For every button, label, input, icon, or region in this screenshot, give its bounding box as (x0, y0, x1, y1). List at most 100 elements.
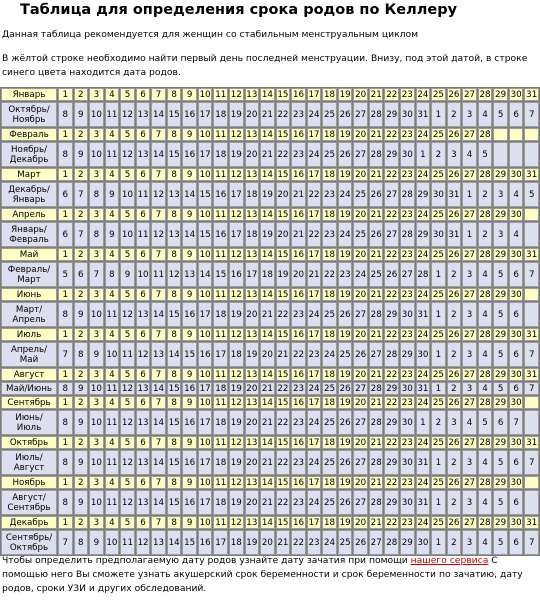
day-cell: 17 (306, 476, 322, 489)
day-cell: 16 (291, 168, 306, 181)
due-date-cell: 19 (244, 342, 260, 367)
day-cell: 31 (524, 168, 539, 181)
day-cell: 22 (384, 208, 400, 221)
due-date-cell: 6 (508, 382, 524, 395)
day-cell: 14 (260, 396, 275, 409)
day-cell: 28 (477, 288, 493, 301)
due-date-cell: 1 (462, 182, 477, 207)
day-cell: 24 (415, 368, 431, 381)
menstruation-row: Февраль 1 2 3 4 5 6 7 8 9 10 11 12 13 14 15 16 17 18 19 20 21… (1, 128, 539, 141)
day-cell: 30 (508, 476, 524, 489)
day-cell: 9 (182, 396, 197, 409)
due-date-cell: 27 (353, 382, 368, 395)
day-cell: 3 (89, 208, 104, 221)
due-date-cell: 19 (229, 142, 244, 167)
due-date-cell: 13 (151, 342, 166, 367)
day-cell: 21 (368, 128, 384, 141)
due-date-cell: 13 (135, 382, 151, 395)
day-cell: 28 (477, 436, 493, 449)
due-months-label-line: Август (13, 462, 45, 473)
due-date-cell: 19 (244, 530, 260, 555)
due-date-cell: 9 (104, 222, 120, 247)
due-date-cell: 11 (104, 382, 120, 395)
day-cell: 23 (400, 368, 415, 381)
due-date-cell: 2 (446, 530, 462, 555)
day-cell: 14 (260, 328, 275, 341)
day-cell: 30 (508, 168, 524, 181)
due-date-cell: 26 (384, 262, 400, 287)
due-date-cell: 8 (73, 342, 89, 367)
due-date-cell: 22 (275, 142, 291, 167)
due-date-cell: 27 (384, 222, 400, 247)
menstruation-row: Январь 1 2 3 4 5 6 7 8 9 10 11 12 13 14 15 16 17 18 19 20 21 2… (1, 88, 539, 101)
day-cell: 23 (400, 168, 415, 181)
due-months-label: Март/Апрель (1, 302, 57, 327)
day-cell: 26 (446, 208, 462, 221)
due-months-label-line: Октябрь/ (8, 104, 50, 115)
day-cell: 15 (275, 208, 291, 221)
due-date-cell: 16 (182, 410, 197, 435)
due-months-label-line: Февраль (9, 234, 49, 245)
due-date-cell: 8 (89, 222, 104, 247)
day-cell: 5 (120, 396, 135, 409)
day-cell: 1 (58, 208, 73, 221)
due-date-cell: 8 (104, 262, 120, 287)
due-date-cell: 4 (477, 450, 493, 475)
due-date-cell: 14 (151, 302, 166, 327)
day-cell: 14 (260, 88, 275, 101)
day-cell: 2 (73, 476, 89, 489)
due-date-cell: 1 (462, 222, 477, 247)
due-date-cell: 7 (524, 382, 539, 395)
due-date-cell: 29 (384, 382, 400, 395)
due-date-cell: 25 (322, 450, 337, 475)
due-date-cell: 6 (508, 302, 524, 327)
day-cell: 24 (415, 88, 431, 101)
day-cell: 16 (291, 208, 306, 221)
day-cell: 30 (508, 368, 524, 381)
day-cell: 21 (368, 396, 384, 409)
due-date-cell: 9 (73, 382, 89, 395)
due-date-cell: 7 (524, 450, 539, 475)
day-cell: 25 (431, 88, 446, 101)
due-date-cell: 29 (415, 222, 431, 247)
due-date-cell: 25 (322, 490, 337, 515)
day-cell: 5 (120, 516, 135, 529)
day-cell: 11 (213, 396, 229, 409)
due-date-cell: 7 (58, 342, 73, 367)
due-date-cell: 26 (337, 102, 353, 127)
due-months-label-line: Сентябрь/ (5, 532, 53, 543)
due-date-row: Март/Апрель 8 9 10 11 12 13 14 15 16 17 18 19 20 21 22 2… (1, 302, 539, 327)
due-date-cell: 21 (260, 450, 275, 475)
day-cell: 13 (244, 208, 260, 221)
day-cell: 19 (337, 248, 353, 261)
due-months-label: Декабрь/Январь (1, 182, 57, 207)
day-cell: 31 (524, 516, 539, 529)
due-date-cell: 15 (182, 530, 197, 555)
due-months-label-line: Май/Июнь (5, 383, 52, 394)
due-date-row: Июнь/Июль 8 9 10 11 12 13 14 15 16 17 18 19 20 21 22 23 2… (1, 410, 539, 435)
due-date-cell: 19 (260, 182, 275, 207)
due-date-cell: 6 (508, 342, 524, 367)
month-label: Февраль (1, 128, 57, 141)
due-date-cell: 5 (493, 490, 508, 515)
due-date-cell: 16 (182, 102, 197, 127)
due-date-cell: 14 (151, 102, 166, 127)
day-cell: 29 (493, 396, 508, 409)
day-cell: 6 (135, 168, 151, 181)
due-date-cell: 20 (244, 490, 260, 515)
day-cell: 30 (508, 396, 524, 409)
due-date-cell: 22 (306, 222, 322, 247)
day-cell: 4 (104, 396, 120, 409)
due-date-cell: 29 (384, 490, 400, 515)
day-cell: 26 (446, 288, 462, 301)
day-cell: 30 (508, 208, 524, 221)
day-cell: 18 (322, 128, 337, 141)
month-label: Март (1, 168, 57, 181)
day-cell: 30 (508, 248, 524, 261)
day-cell: 21 (368, 288, 384, 301)
due-date-cell: 16 (182, 142, 197, 167)
due-date-cell: 29 (384, 142, 400, 167)
day-cell: 14 (260, 288, 275, 301)
due-date-cell: 27 (353, 102, 368, 127)
service-link[interactable]: нашего сервиса (410, 555, 489, 566)
